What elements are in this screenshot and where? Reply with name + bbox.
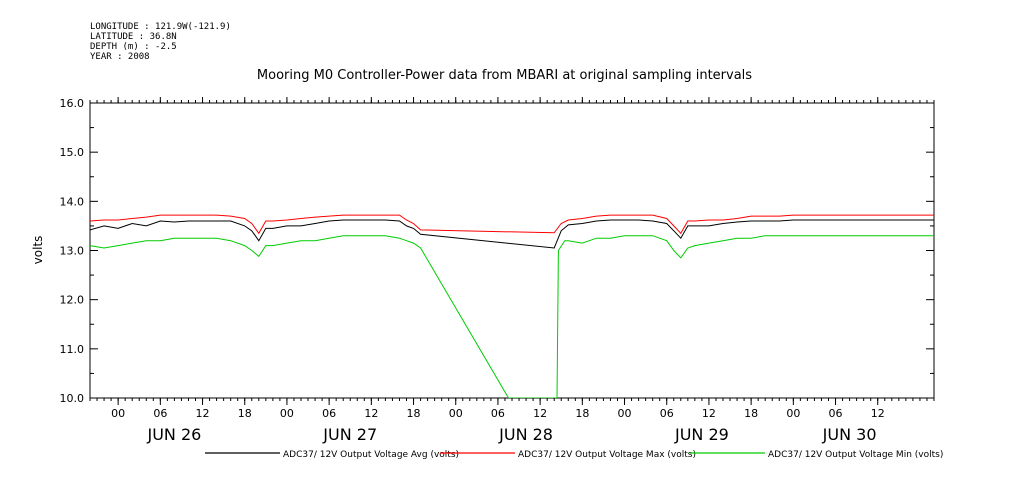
x-tick-label: 00: [786, 407, 800, 420]
legend-label-3: ADC37/ 12V Output Voltage Min (volts): [768, 450, 943, 460]
x-tick-label: 06: [491, 407, 505, 420]
plot-frame: [89, 102, 935, 399]
y-axis-label: volts: [31, 236, 45, 265]
x-tick-label: 18: [575, 407, 589, 420]
x-tick-label: 00: [111, 407, 125, 420]
day-label: JUN 28: [498, 425, 553, 444]
day-label: JUN 27: [322, 425, 377, 444]
y-tick-label: 15.0: [60, 146, 85, 159]
x-tick-label: 00: [280, 407, 294, 420]
y-tick-label: 12.0: [60, 294, 85, 307]
legend-label-2: ADC37/ 12V Output Voltage Max (volts): [518, 450, 696, 460]
y-tick-label: 11.0: [60, 343, 85, 356]
x-tick-label: 12: [871, 407, 885, 420]
x-tick-label: 18: [238, 407, 252, 420]
chart-series: [90, 214, 934, 398]
x-tick-label: 00: [449, 407, 463, 420]
depth-label: DEPTH (m) : -2.5: [90, 42, 177, 52]
day-label: JUN 29: [674, 425, 729, 444]
y-tick-label: 16.0: [60, 97, 85, 110]
x-tick-label: 12: [533, 407, 547, 420]
series-line-2: [90, 214, 934, 235]
series-line-3: [90, 235, 934, 398]
longitude-label: LONGITUDE : 121.9W(-121.9): [90, 22, 231, 32]
day-label: JUN 30: [822, 425, 877, 444]
series-line-1: [90, 219, 934, 249]
chart-legend: ADC37/ 12V Output Voltage Avg (volts) ADC…: [205, 450, 943, 460]
x-tick-label: 18: [407, 407, 421, 420]
legend-label-1: ADC37/ 12V Output Voltage Avg (volts): [283, 450, 459, 460]
x-tick-label: 00: [618, 407, 632, 420]
x-tick-label: 12: [364, 407, 378, 420]
chart-title: Mooring M0 Controller-Power data from MB…: [256, 68, 753, 83]
latitude-label: LATITUDE : 36.8N: [90, 32, 177, 42]
x-tick-label: 06: [660, 407, 674, 420]
y-tick-label: 14.0: [60, 195, 85, 208]
day-label: JUN 26: [146, 425, 201, 444]
x-tick-label: 06: [829, 407, 843, 420]
y-tick-label: 13.0: [60, 245, 85, 258]
metadata-block: LONGITUDE : 121.9W(-121.9) LATITUDE : 36…: [90, 22, 231, 62]
chart-axes: 10.0 11.0 12.0 13.0 14.0 15.0 16.0 00 06 12 18 00 06…: [60, 97, 935, 444]
x-tick-label: 12: [196, 407, 210, 420]
x-tick-label: 18: [744, 407, 758, 420]
year-label: YEAR : 2008: [90, 52, 150, 62]
x-tick-label: 06: [322, 407, 336, 420]
x-tick-label: 12: [702, 407, 716, 420]
y-tick-label: 10.0: [60, 392, 85, 405]
x-tick-label: 06: [153, 407, 167, 420]
